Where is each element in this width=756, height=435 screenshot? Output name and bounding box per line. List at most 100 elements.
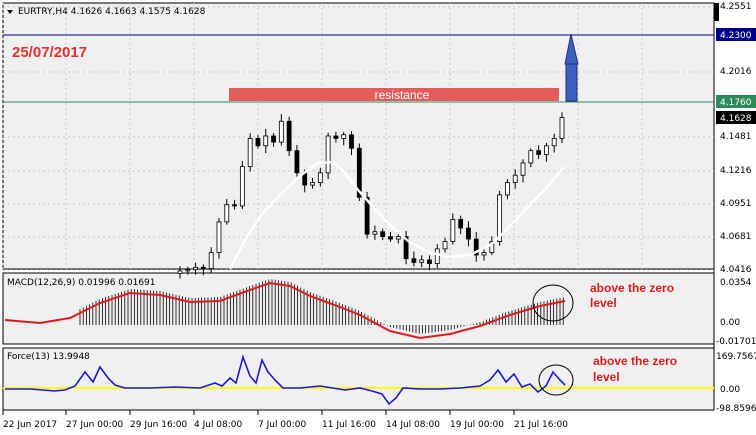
candle-body xyxy=(450,219,456,242)
candle-body xyxy=(294,150,300,174)
target-price-badge xyxy=(716,28,756,41)
candle-body xyxy=(544,145,549,155)
resistance-box xyxy=(229,88,559,101)
candle-body xyxy=(388,236,393,240)
candle-body xyxy=(395,236,401,240)
price-tick: 4.0681 xyxy=(720,232,752,242)
time-tick: 21 Jul 16:00 xyxy=(514,420,568,430)
last-price-badge xyxy=(716,111,756,124)
time-tick: 11 Jul 16:00 xyxy=(322,420,376,430)
last-price-text: 4.1628 xyxy=(720,114,752,124)
candle-body xyxy=(349,134,354,149)
candle-body xyxy=(489,241,495,253)
chevron-down-icon[interactable] xyxy=(7,10,13,14)
candle-body xyxy=(434,248,440,265)
candle-body xyxy=(419,259,425,263)
force-tick: -98.8596 xyxy=(716,404,756,414)
candle-body xyxy=(255,138,261,147)
candle-body xyxy=(380,231,386,238)
candle-body xyxy=(466,227,471,240)
candle-body xyxy=(512,174,518,184)
candle-body xyxy=(520,162,526,176)
candle-body xyxy=(193,266,198,271)
time-tick: 14 Jul 08:00 xyxy=(386,420,440,430)
resistance-price-badge xyxy=(716,95,756,108)
candle-body xyxy=(364,196,370,235)
time-tick-marks xyxy=(2,410,515,415)
candle-body xyxy=(325,135,331,174)
candle-body xyxy=(263,135,269,147)
force-tick: 0.00 xyxy=(720,385,740,395)
candle-body xyxy=(497,194,503,242)
candle-body xyxy=(278,120,284,143)
date-label: 25/07/2017 xyxy=(12,44,87,61)
candle-body xyxy=(341,134,347,139)
target-price-text: 4.2300 xyxy=(720,31,752,41)
candle-body xyxy=(200,266,206,269)
candle-body xyxy=(224,204,230,223)
force-index-line xyxy=(5,354,566,406)
price-tick: 4.1216 xyxy=(720,166,752,176)
resistance-label: resistance xyxy=(375,88,430,102)
main-chart-panel[interactable] xyxy=(2,2,715,270)
force-label: Force(13) 13.9948 xyxy=(7,352,90,362)
resistance-price-text: 4.1760 xyxy=(720,98,752,108)
force-highlight-circle xyxy=(538,364,574,396)
time-axis: 22 Jun 2017 27 Jun 00:00 29 Jun 16:00 4 … xyxy=(3,420,568,430)
candle-body xyxy=(559,117,565,139)
price-badges: 4.2300 4.1760 4.1628 xyxy=(716,28,756,124)
candle-body xyxy=(271,135,276,143)
time-tick: 22 Jun 2017 xyxy=(3,420,57,430)
candle-body xyxy=(216,221,222,253)
force-tick: 169.7567 xyxy=(716,352,756,362)
candle-body xyxy=(411,258,417,263)
price-tick: 4.2551 xyxy=(720,2,752,12)
macd-annotation-line1: above the zero xyxy=(590,281,674,295)
time-tick: 29 Jun 16:00 xyxy=(130,420,187,430)
price-tick: 4.0951 xyxy=(720,199,752,209)
candle-body xyxy=(536,150,542,155)
candle-body xyxy=(473,238,479,256)
force-annotation-line1: above the zero xyxy=(593,354,677,368)
candle-body xyxy=(356,147,362,198)
candle-body xyxy=(208,252,214,269)
candle-body xyxy=(427,259,432,265)
candle-body xyxy=(310,182,315,186)
candle-body xyxy=(458,219,464,229)
candle-body xyxy=(528,150,534,164)
candle-body xyxy=(177,270,183,274)
price-series xyxy=(177,112,565,279)
grid-lines xyxy=(2,3,714,271)
price-tick: 4.1481 xyxy=(720,132,752,142)
price-tick: 4.0416 xyxy=(720,265,752,275)
macd-label: MACD(12,26,9) 0.01996 0.01691 xyxy=(7,278,156,288)
time-tick: 7 Jul 00:00 xyxy=(258,420,307,430)
macd-signal-line xyxy=(4,281,566,340)
up-arrow-shaft xyxy=(565,63,578,102)
force-annotation-line2: level xyxy=(593,370,620,384)
macd-highlight-circle xyxy=(532,284,574,322)
candle-body xyxy=(232,204,237,207)
time-tick: 27 Jun 00:00 xyxy=(66,420,123,430)
price-axis: 4.2551 4.2016 4.1481 4.1216 4.0951 4.068… xyxy=(720,2,752,275)
candle-body xyxy=(372,231,378,235)
candle-body xyxy=(333,135,339,139)
price-tick: 4.2016 xyxy=(720,67,752,77)
candle-body xyxy=(185,269,191,272)
macd-tick: 0.0354 xyxy=(720,278,752,288)
candle-body xyxy=(403,236,409,260)
scroll-edge xyxy=(714,3,719,21)
force-panel[interactable] xyxy=(2,347,715,411)
macd-annotation-line2: level xyxy=(590,296,617,310)
macd-tick: 0.00 xyxy=(720,318,740,328)
time-tick: 4 Jul 08:00 xyxy=(194,420,243,430)
candle-body xyxy=(442,241,448,250)
candle-body xyxy=(239,166,245,207)
moving-average-line xyxy=(228,160,565,270)
candle-body xyxy=(481,252,487,256)
time-tick: 19 Jul 00:00 xyxy=(450,420,504,430)
macd-tick: -0.01701 xyxy=(716,337,756,347)
candle-body xyxy=(247,138,253,168)
